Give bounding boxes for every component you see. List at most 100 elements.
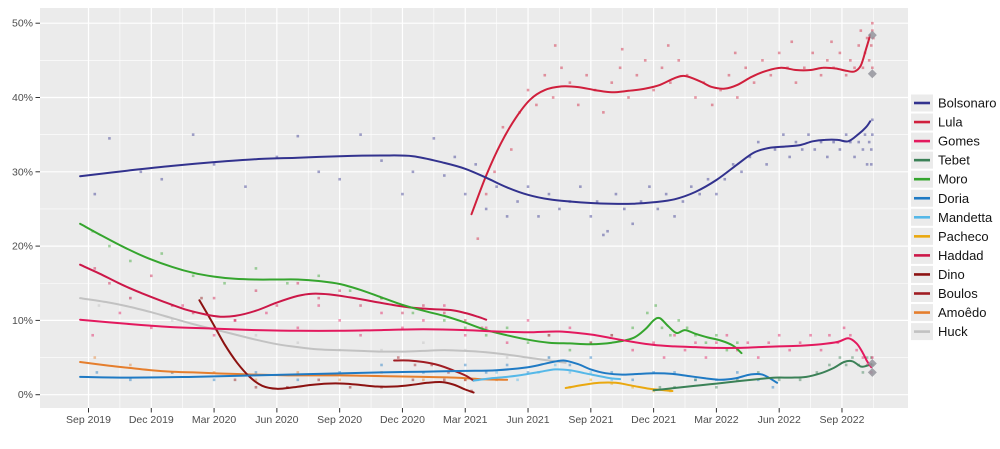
poll-point-dino bbox=[411, 378, 415, 382]
poll-point-gomes bbox=[338, 319, 341, 322]
poll-point-lula bbox=[777, 51, 781, 55]
result-diamond-tebet bbox=[867, 358, 877, 368]
poll-point-haddad bbox=[463, 319, 467, 322]
poll-point-lula bbox=[553, 44, 557, 47]
poll-point-moro bbox=[677, 319, 681, 322]
trend-line-doria bbox=[79, 359, 779, 384]
poll-point-doria bbox=[212, 378, 216, 382]
poll-point-gomes bbox=[317, 304, 321, 307]
poll-point-doria bbox=[95, 371, 99, 374]
poll-point-lula bbox=[811, 51, 814, 55]
poll-point-bolsonaro bbox=[401, 192, 404, 196]
poll-point-gomes bbox=[746, 341, 750, 344]
legend-item-moro: Moro bbox=[911, 170, 968, 188]
poll-point-bolsonaro bbox=[160, 177, 164, 181]
poll-point-gomes bbox=[715, 341, 718, 344]
poll-point-bolsonaro bbox=[838, 148, 842, 151]
poll-point-lula bbox=[736, 96, 739, 99]
poll-point-moro bbox=[660, 326, 664, 330]
poll-point-moro bbox=[654, 304, 658, 307]
poll-point-bolsonaro bbox=[606, 229, 609, 233]
poll-point-boulos bbox=[447, 371, 450, 374]
poll-point-doria bbox=[129, 378, 132, 382]
poll-point-bolsonaro bbox=[595, 200, 599, 203]
poll-point-bolsonaro bbox=[139, 170, 143, 174]
poll-point-bolsonaro bbox=[813, 148, 817, 151]
legend-label: Dino bbox=[938, 267, 965, 282]
poll-point-gomes bbox=[380, 311, 383, 315]
poll-point-bolsonaro bbox=[579, 185, 582, 188]
poll-point-gomes bbox=[422, 319, 425, 322]
poll-point-doria bbox=[568, 363, 572, 367]
poll-point-dino bbox=[233, 378, 237, 382]
poll-point-bolsonaro bbox=[108, 137, 111, 140]
trend-lines bbox=[79, 34, 873, 394]
poll-point-gomes bbox=[631, 348, 634, 352]
poll-point-doria bbox=[547, 356, 551, 359]
poll-point-bolsonaro bbox=[505, 215, 509, 218]
trend-line-bolsonaro bbox=[79, 120, 872, 205]
legend-label: Amoêdo bbox=[938, 305, 986, 320]
trend-line-lula bbox=[470, 34, 872, 216]
poll-point-lula bbox=[618, 66, 622, 70]
poll-point-gomes bbox=[118, 311, 122, 315]
poll-point-moro bbox=[108, 244, 111, 248]
poll-point-doria bbox=[736, 371, 739, 374]
poll-point-haddad bbox=[443, 311, 446, 315]
poll-point-lula bbox=[669, 81, 672, 84]
poll-point-bolsonaro bbox=[773, 148, 777, 151]
poll-point-bolsonaro bbox=[871, 118, 874, 122]
trend-line-dino bbox=[198, 299, 475, 394]
poll-point-tebet bbox=[828, 363, 831, 367]
poll-point-dino bbox=[317, 378, 321, 382]
poll-point-haddad bbox=[317, 296, 321, 300]
poll-point-haddad bbox=[401, 311, 404, 315]
poll-point-gomes bbox=[798, 341, 802, 344]
poll-point-lula bbox=[602, 111, 605, 114]
poll-point-huck bbox=[296, 341, 300, 344]
poll-point-bolsonaro bbox=[673, 215, 676, 218]
poll-point-lula bbox=[509, 148, 513, 151]
poll-point-bolsonaro bbox=[869, 163, 873, 166]
poll-point-moro bbox=[704, 341, 708, 344]
poll-point-huck bbox=[380, 348, 383, 352]
poll-point-tebet bbox=[798, 378, 802, 382]
poll-point-bolsonaro bbox=[863, 133, 867, 136]
poll-point-bolsonaro bbox=[765, 163, 768, 166]
poll-point-moro bbox=[129, 259, 132, 263]
legend-label: Doria bbox=[938, 191, 970, 206]
poll-point-lula bbox=[867, 59, 871, 62]
y-axis: 0% 10% 20% 30% 40% 50% bbox=[12, 18, 40, 401]
poll-point-bolsonaro bbox=[826, 155, 829, 159]
poll-point-bolsonaro bbox=[244, 185, 247, 188]
poll-point-lula bbox=[727, 73, 731, 77]
x-tick-label: Jun 2022 bbox=[758, 414, 801, 426]
poll-point-doria bbox=[526, 371, 530, 374]
poll-point-tebet bbox=[658, 385, 662, 389]
poll-point-lula bbox=[826, 59, 829, 62]
poll-point-gomes bbox=[777, 333, 781, 337]
poll-point-doria bbox=[589, 356, 593, 359]
legend-item-bolsonaro: Bolsonaro bbox=[911, 94, 997, 112]
poll-point-lula bbox=[871, 66, 874, 70]
poll-point-lula bbox=[576, 103, 580, 107]
legend-item-dino: Dino bbox=[911, 265, 965, 283]
poll-point-bolsonaro bbox=[689, 185, 693, 188]
poll-point-lula bbox=[551, 96, 555, 99]
poll-point-lula bbox=[484, 192, 488, 196]
poll-point-moro bbox=[725, 348, 729, 352]
poll-point-bolsonaro bbox=[93, 192, 97, 196]
poll-point-gomes bbox=[484, 326, 488, 330]
poll-point-gomes bbox=[855, 348, 858, 352]
poll-point-bolsonaro bbox=[526, 185, 530, 188]
y-tick-label: 30% bbox=[12, 166, 33, 178]
poll-point-bolsonaro bbox=[411, 170, 415, 174]
poll-point-bolsonaro bbox=[516, 200, 519, 203]
poll-point-tebet bbox=[838, 356, 842, 359]
poll-point-bolsonaro bbox=[861, 148, 865, 151]
poll-point-bolsonaro bbox=[602, 233, 605, 237]
poll-point-tebet bbox=[861, 371, 865, 374]
poll-point-lula bbox=[643, 59, 647, 62]
poll-point-lula bbox=[652, 88, 655, 92]
poll-point-bolsonaro bbox=[463, 192, 467, 196]
